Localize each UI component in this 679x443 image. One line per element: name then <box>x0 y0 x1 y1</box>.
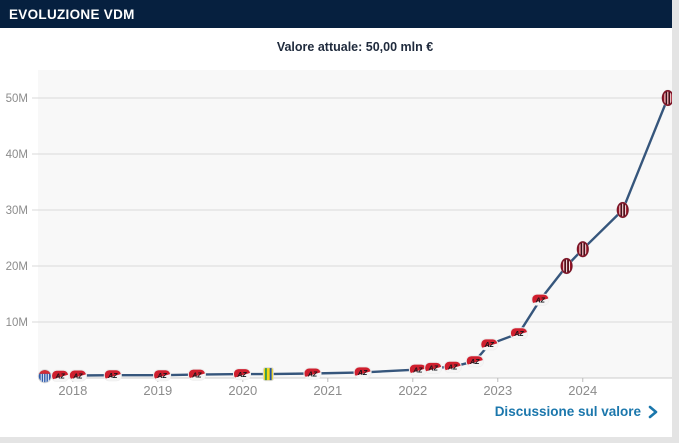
svg-text:AZ: AZ <box>54 374 65 381</box>
marker-crest-az-icon[interactable]: AZ <box>480 338 499 351</box>
box-header: EVOLUZIONE VDM <box>0 0 672 28</box>
marker-crest-az-icon[interactable]: AZ <box>424 361 443 374</box>
svg-text:AZ: AZ <box>469 359 480 366</box>
plot-area <box>38 70 672 378</box>
svg-text:AZ: AZ <box>107 373 118 380</box>
svg-text:AZ: AZ <box>156 373 167 380</box>
svg-text:AZ: AZ <box>484 342 495 349</box>
x-axis-label: 2021 <box>313 383 342 398</box>
marker-crest-az-icon[interactable]: AZ <box>233 368 251 381</box>
current-value-caption: Valore attuale: 50,00 mln € <box>38 40 672 54</box>
svg-text:AZ: AZ <box>307 371 318 378</box>
box-title: EVOLUZIONE VDM <box>9 6 135 22</box>
marker-crest-milan-icon[interactable] <box>560 257 573 275</box>
marker-crest-milan-icon[interactable] <box>661 89 672 107</box>
svg-text:AZ: AZ <box>357 370 368 377</box>
marker-crest-milan-icon[interactable] <box>576 240 589 258</box>
marker-crest-az-icon[interactable]: AZ <box>353 366 372 379</box>
current-value-label: Valore attuale: <box>276 40 363 54</box>
current-value: 50,00 mln € <box>365 40 434 54</box>
marker-crest-rkc-icon[interactable] <box>262 367 274 382</box>
svg-text:AZ: AZ <box>535 297 546 304</box>
y-axis-label: 40M <box>6 149 28 161</box>
market-value-chart: 50M 40M 30M 20M 10M 2018 2019 2020 2021 2022 2023 2… <box>5 70 672 398</box>
svg-text:AZ: AZ <box>191 372 202 379</box>
marker-crest-az-icon[interactable]: AZ <box>510 327 528 340</box>
y-axis-label: 10M <box>6 317 28 329</box>
marker-crest-az-icon[interactable]: AZ <box>303 367 322 380</box>
x-axis-label: 2020 <box>228 383 257 398</box>
marker-crest-az-icon[interactable]: AZ <box>443 360 462 373</box>
x-axis-label: 2022 <box>398 383 427 398</box>
svg-text:AZ: AZ <box>236 372 247 379</box>
svg-text:AZ: AZ <box>513 331 524 338</box>
y-axis-label: 30M <box>6 205 28 217</box>
svg-text:AZ: AZ <box>447 365 458 372</box>
marker-crest-az-icon[interactable]: AZ <box>187 368 206 381</box>
x-axis-label: 2019 <box>143 383 172 398</box>
marker-crest-az-icon[interactable]: AZ <box>465 355 484 368</box>
value-discussion-link[interactable]: Discussione sul valore <box>495 404 658 419</box>
marker-crest-az-icon[interactable]: AZ <box>103 369 122 382</box>
svg-text:AZ: AZ <box>428 366 439 373</box>
marker-crest-az-icon[interactable]: AZ <box>408 363 427 376</box>
marker-crest-az-icon[interactable]: AZ <box>51 369 70 382</box>
y-axis-label: 20M <box>6 261 28 273</box>
vdm-evolution-card: EVOLUZIONE VDM Valore attuale: 50,00 mln… <box>0 0 672 437</box>
marker-crest-pec-zwolle-icon[interactable] <box>37 369 52 384</box>
marker-crest-milan-icon[interactable] <box>616 201 629 219</box>
marker-crest-az-icon[interactable]: AZ <box>68 369 87 382</box>
y-axis-label: 50M <box>6 93 28 105</box>
x-axis-label: 2023 <box>483 383 512 398</box>
svg-text:AZ: AZ <box>72 373 83 380</box>
marker-crest-az-icon[interactable]: AZ <box>153 369 172 382</box>
marker-crest-az-icon[interactable]: AZ <box>531 293 550 306</box>
svg-text:AZ: AZ <box>412 367 423 374</box>
chevron-right-icon <box>648 405 658 418</box>
x-axis-label: 2018 <box>58 383 87 398</box>
x-axis-label: 2024 <box>568 383 597 398</box>
value-discussion-link-label: Discussione sul valore <box>494 404 641 419</box>
